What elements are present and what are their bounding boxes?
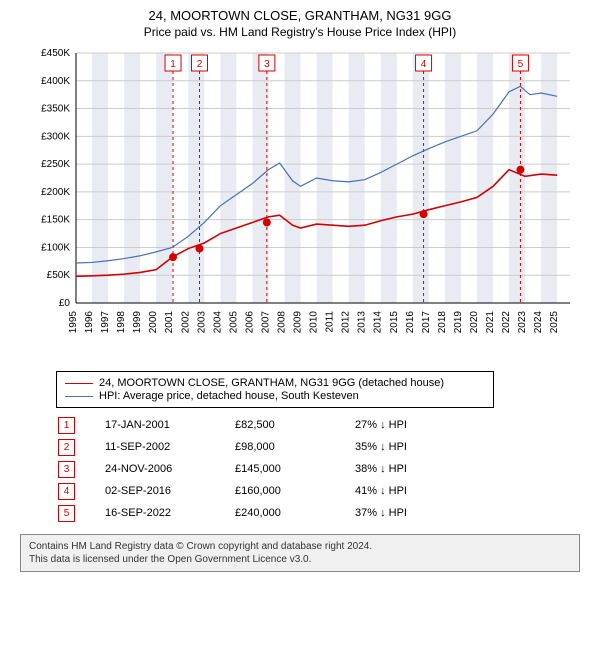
svg-text:2002: 2002: [180, 311, 191, 334]
legend-label: HPI: Average price, detached house, Sout…: [99, 390, 359, 402]
sale-badge: 1: [58, 417, 75, 434]
svg-text:2003: 2003: [196, 311, 207, 334]
legend-item-property: 24, MOORTOWN CLOSE, GRANTHAM, NG31 9GG (…: [65, 377, 485, 389]
svg-text:2018: 2018: [437, 311, 448, 334]
svg-text:2004: 2004: [212, 311, 223, 334]
svg-text:£50K: £50K: [47, 270, 71, 281]
svg-text:£300K: £300K: [41, 131, 70, 142]
svg-text:5: 5: [518, 59, 524, 70]
svg-text:2006: 2006: [244, 311, 255, 334]
svg-text:£0: £0: [59, 298, 71, 309]
svg-text:2012: 2012: [341, 311, 352, 334]
chart-container: 24, MOORTOWN CLOSE, GRANTHAM, NG31 9GG P…: [0, 0, 600, 572]
footer-line: This data is licensed under the Open Gov…: [29, 553, 571, 566]
sale-diff: 37% ↓ HPI: [355, 507, 465, 519]
legend: 24, MOORTOWN CLOSE, GRANTHAM, NG31 9GG (…: [56, 371, 494, 408]
svg-text:2024: 2024: [533, 311, 544, 334]
legend-label: 24, MOORTOWN CLOSE, GRANTHAM, NG31 9GG (…: [99, 377, 444, 389]
sale-date: 02-SEP-2016: [105, 485, 235, 497]
sale-diff: 41% ↓ HPI: [355, 485, 465, 497]
svg-text:2010: 2010: [309, 311, 320, 334]
svg-text:2022: 2022: [501, 311, 512, 334]
chart-svg: £0 £50K £100K £150K £200K £250K £300K £350K £400…: [20, 43, 580, 363]
sale-price: £98,000: [235, 441, 355, 453]
sales-table: 1 17-JAN-2001£82,50027% ↓ HPI 2 11-SEP-2002…: [56, 414, 580, 524]
svg-text:1999: 1999: [132, 311, 143, 334]
svg-text:2014: 2014: [373, 311, 384, 334]
footer-line: Contains HM Land Registry data © Crown c…: [29, 540, 571, 553]
svg-text:2016: 2016: [405, 311, 416, 334]
svg-text:1997: 1997: [100, 311, 111, 334]
svg-text:£200K: £200K: [41, 187, 70, 198]
sale-badge: 3: [58, 461, 75, 478]
sale-diff: 35% ↓ HPI: [355, 441, 465, 453]
sale-price: £240,000: [235, 507, 355, 519]
svg-text:£100K: £100K: [41, 242, 70, 253]
chart-title: 24, MOORTOWN CLOSE, GRANTHAM, NG31 9GG: [0, 8, 600, 23]
sale-date: 11-SEP-2002: [105, 441, 235, 453]
svg-text:£250K: £250K: [41, 159, 70, 170]
svg-text:£450K: £450K: [41, 48, 70, 59]
sale-date: 24-NOV-2006: [105, 463, 235, 475]
legend-item-hpi: HPI: Average price, detached house, Sout…: [65, 390, 485, 402]
table-row: 1 17-JAN-2001£82,50027% ↓ HPI: [56, 414, 580, 436]
svg-text:2019: 2019: [453, 311, 464, 334]
svg-text:2015: 2015: [389, 311, 400, 334]
sale-diff: 38% ↓ HPI: [355, 463, 465, 475]
svg-text:2008: 2008: [277, 311, 288, 334]
svg-text:£150K: £150K: [41, 215, 70, 226]
svg-text:2005: 2005: [228, 311, 239, 334]
sale-diff: 27% ↓ HPI: [355, 419, 465, 431]
svg-text:1998: 1998: [116, 311, 127, 334]
sale-date: 16-SEP-2022: [105, 507, 235, 519]
table-row: 5 16-SEP-2022£240,00037% ↓ HPI: [56, 502, 580, 524]
table-row: 2 11-SEP-2002£98,00035% ↓ HPI: [56, 436, 580, 458]
sale-date: 17-JAN-2001: [105, 419, 235, 431]
table-row: 4 02-SEP-2016£160,00041% ↓ HPI: [56, 480, 580, 502]
svg-text:1: 1: [170, 59, 176, 70]
svg-text:2011: 2011: [325, 311, 336, 333]
sale-price: £82,500: [235, 419, 355, 431]
svg-text:£400K: £400K: [41, 76, 70, 87]
chart-area: £0 £50K £100K £150K £200K £250K £300K £350K £400…: [20, 43, 580, 363]
sale-badge: 2: [58, 439, 75, 456]
footer-attribution: Contains HM Land Registry data © Crown c…: [20, 534, 580, 572]
svg-text:3: 3: [264, 59, 270, 70]
chart-subtitle: Price paid vs. HM Land Registry's House …: [0, 25, 600, 39]
sale-price: £145,000: [235, 463, 355, 475]
svg-text:2: 2: [197, 59, 203, 70]
svg-text:2009: 2009: [293, 311, 304, 334]
svg-text:4: 4: [421, 59, 427, 70]
sale-badge: 4: [58, 483, 75, 500]
title-block: 24, MOORTOWN CLOSE, GRANTHAM, NG31 9GG P…: [0, 0, 600, 43]
sale-price: £160,000: [235, 485, 355, 497]
legend-swatch: [65, 396, 93, 397]
svg-text:2017: 2017: [421, 311, 432, 334]
svg-text:2007: 2007: [260, 311, 271, 334]
svg-text:2020: 2020: [469, 311, 480, 334]
svg-text:2000: 2000: [148, 311, 159, 334]
svg-text:2021: 2021: [485, 311, 496, 334]
svg-text:2001: 2001: [164, 311, 175, 334]
svg-text:2023: 2023: [517, 311, 528, 334]
svg-text:2025: 2025: [549, 311, 560, 334]
svg-text:2013: 2013: [357, 311, 368, 334]
svg-text:1995: 1995: [68, 311, 79, 334]
svg-text:1996: 1996: [84, 311, 95, 334]
svg-text:£350K: £350K: [41, 104, 70, 115]
table-row: 3 24-NOV-2006£145,00038% ↓ HPI: [56, 458, 580, 480]
legend-swatch: [65, 383, 93, 384]
sale-badge: 5: [58, 505, 75, 522]
